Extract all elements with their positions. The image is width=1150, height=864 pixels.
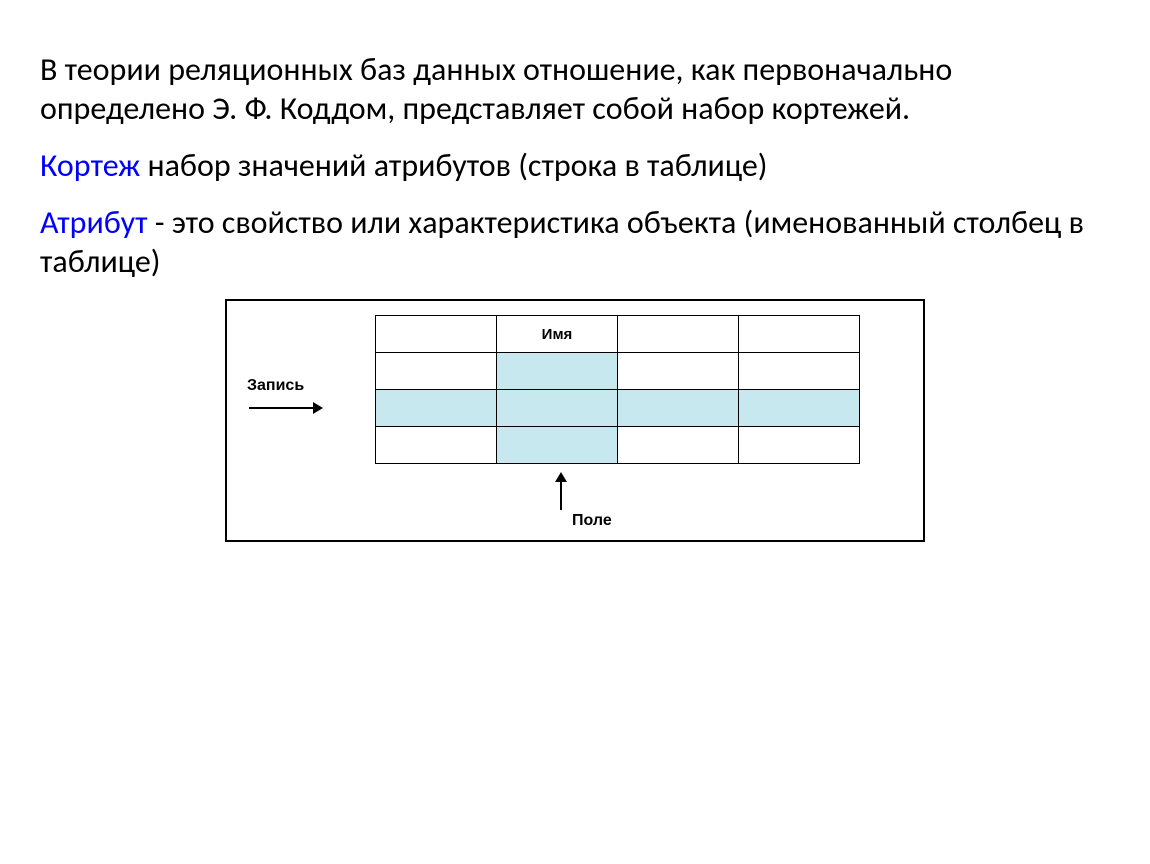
- cell-highlight: [618, 390, 739, 427]
- cell: [376, 427, 497, 464]
- diagram-row: Запись Имя: [247, 315, 903, 464]
- grid-table: Имя: [375, 315, 860, 464]
- cell: [618, 353, 739, 390]
- cell-highlight: [497, 427, 618, 464]
- term-attribute: Атрибут: [40, 203, 147, 242]
- grid-table-wrap: Имя: [375, 315, 860, 464]
- cell: [376, 353, 497, 390]
- tuple-definition: набор значений атрибутов (строка в табли…: [140, 146, 767, 185]
- cell-header-name: Имя: [497, 316, 618, 353]
- field-label-group: Поле: [247, 472, 903, 530]
- table-row: [376, 353, 860, 390]
- label-record: Запись: [247, 377, 304, 395]
- table-row: Имя: [376, 316, 860, 353]
- arrow-right-icon: [247, 399, 323, 417]
- cell: [739, 427, 860, 464]
- term-tuple: Кортеж: [40, 146, 140, 185]
- intro-text: В теории реляционных баз данных отношени…: [40, 50, 952, 128]
- paragraph-attribute: Атрибут - это свойство или характеристик…: [40, 203, 1110, 281]
- slide: В теории реляционных баз данных отношени…: [0, 0, 1150, 864]
- arrow-up-icon: [552, 472, 570, 510]
- diagram-container: Запись Имя: [225, 299, 925, 542]
- cell-highlight: [739, 390, 860, 427]
- cell: [376, 316, 497, 353]
- attribute-definition: - это свойство или характеристика объект…: [40, 203, 1084, 281]
- record-label-group: Запись: [247, 315, 367, 417]
- paragraph-intro: В теории реляционных баз данных отношени…: [40, 50, 1110, 128]
- paragraph-tuple: Кортеж набор значений атрибутов (строка …: [40, 146, 1110, 185]
- cell-highlight: [497, 390, 618, 427]
- cell: [739, 316, 860, 353]
- table-row: [376, 427, 860, 464]
- cell: [618, 427, 739, 464]
- cell-highlight: [376, 390, 497, 427]
- label-field: Поле: [552, 512, 903, 530]
- table-row: [376, 390, 860, 427]
- cell: [618, 316, 739, 353]
- cell: [739, 353, 860, 390]
- cell-highlight: [497, 353, 618, 390]
